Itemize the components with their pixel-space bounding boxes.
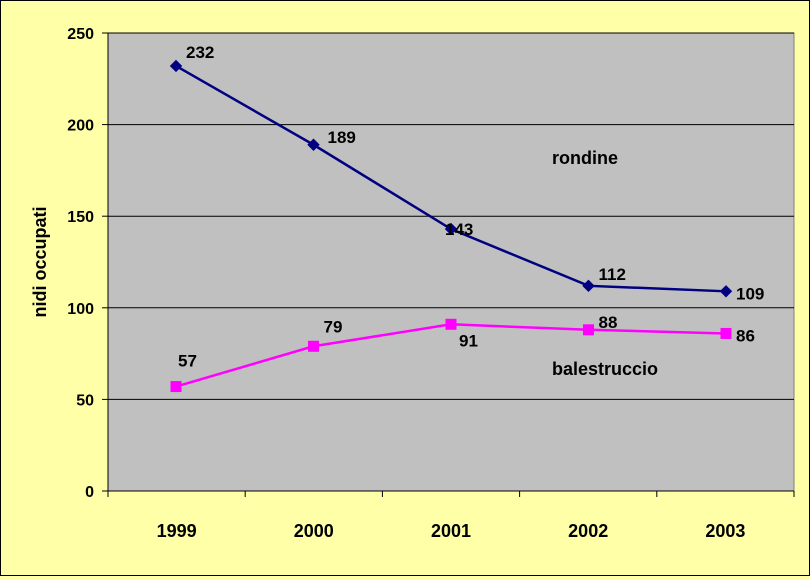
data-label: 57: [178, 352, 197, 371]
data-point: [445, 318, 457, 330]
data-point: [583, 324, 594, 336]
series-name-label: balestruccio: [552, 359, 658, 379]
data-label: 112: [599, 265, 626, 284]
data-label: 143: [445, 220, 473, 239]
x-tick-label: 2003: [705, 521, 745, 541]
y-tick-label: 200: [67, 118, 94, 135]
x-tick-label: 2000: [294, 521, 334, 541]
data-point: [582, 279, 595, 293]
gridlines: [108, 32, 794, 400]
y-tick-label: 0: [85, 484, 94, 501]
data-point: [170, 381, 182, 393]
x-tick-label: 2001: [431, 521, 471, 541]
data-label: 86: [736, 326, 755, 345]
data-label: 109: [736, 284, 764, 303]
data-label: 91: [459, 331, 478, 350]
y-tick-label: 100: [67, 301, 94, 318]
y-axis-label: nidi occupati: [30, 206, 50, 317]
data-label: 88: [599, 313, 618, 332]
data-label: 232: [186, 43, 214, 62]
data-point: [308, 340, 319, 352]
data-point: [169, 59, 183, 73]
plot-area: [107, 32, 795, 492]
data-point: [719, 285, 733, 298]
data-label: 189: [328, 128, 356, 147]
series-rondine: 232 189 143 112 109 rondine: [169, 43, 764, 303]
x-tick-label: 2002: [568, 521, 608, 541]
data-point: [720, 327, 732, 339]
y-tick-label: 150: [67, 209, 94, 226]
data-label: 79: [324, 317, 343, 336]
series-name-label: rondine: [552, 148, 618, 168]
x-tick-label: 1999: [157, 521, 197, 541]
series-balestruccio: 57 79 91 88 86 balestruccio: [170, 313, 755, 393]
y-tick-label: 250: [67, 26, 94, 43]
data-point: [307, 138, 320, 151]
axes: 0 50 100 150 200 250 1999 2000 2001 2002 2003: [67, 26, 795, 541]
data-point: [444, 222, 458, 236]
y-tick-label: 50: [76, 392, 94, 409]
series-layer: 232 189 143 112 109 rondine 57 79 91 88 86 balestru…: [169, 43, 764, 393]
